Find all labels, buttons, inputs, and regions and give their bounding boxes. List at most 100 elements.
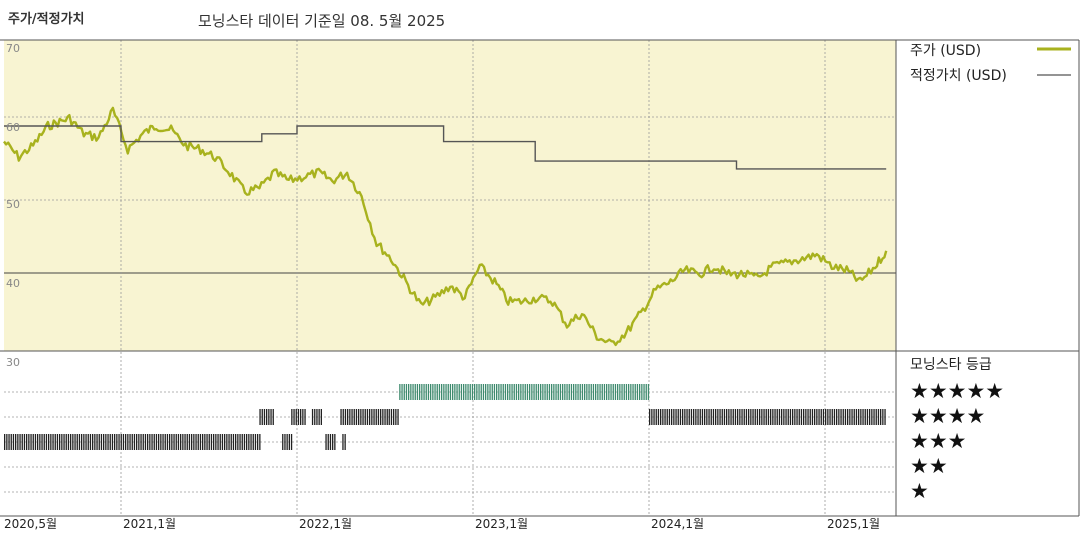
rating-tick xyxy=(355,409,358,425)
rating-tick xyxy=(261,409,263,425)
rating-tick xyxy=(715,409,717,425)
rating-tick xyxy=(522,384,524,400)
rating-tick xyxy=(369,409,371,425)
rating-tick xyxy=(588,384,590,400)
rating-tick xyxy=(96,434,98,450)
rating-tick xyxy=(684,409,686,425)
rating-tick xyxy=(833,409,836,425)
rating-tick xyxy=(568,384,570,400)
rating-tick xyxy=(763,409,765,425)
rating-tick xyxy=(401,384,403,400)
rating-tick xyxy=(325,434,327,450)
rating-tick xyxy=(342,434,344,450)
rating-tick xyxy=(502,384,504,400)
rating-tick xyxy=(291,409,293,425)
rating-tick xyxy=(226,434,228,450)
rating-tick xyxy=(641,384,643,400)
x-tick-label: 2020,5월 xyxy=(4,517,57,531)
rating-tick xyxy=(668,409,671,425)
rating-tick xyxy=(693,409,695,425)
rating-tick xyxy=(449,384,452,400)
rating-tick xyxy=(375,409,377,425)
rating-tick xyxy=(151,434,153,450)
rating-tick xyxy=(785,409,787,425)
rating-tick xyxy=(838,409,840,425)
rating-tick xyxy=(515,384,518,400)
rating-tick xyxy=(193,434,195,450)
rating-tick xyxy=(759,409,761,425)
rating-period-4-star xyxy=(259,409,274,425)
rating-tick xyxy=(443,384,445,400)
rating-tick xyxy=(342,409,344,425)
rating-tick xyxy=(581,384,584,400)
rating-tick xyxy=(131,434,133,450)
rating-tick xyxy=(474,384,476,400)
rating-tick xyxy=(246,434,248,450)
rating-tick xyxy=(610,384,612,400)
rating-tick xyxy=(195,434,197,450)
rating-tick xyxy=(608,384,610,400)
rating-tick xyxy=(63,434,65,450)
rating-tick xyxy=(284,434,286,450)
rating-tick xyxy=(487,384,489,400)
rating-tick xyxy=(533,384,535,400)
rating-tick xyxy=(463,384,465,400)
rating-tick xyxy=(811,409,814,425)
rating-tick xyxy=(257,434,259,450)
rating-tick xyxy=(688,409,690,425)
rating-tick xyxy=(384,409,386,425)
rating-tick xyxy=(509,384,511,400)
rating-tick xyxy=(259,409,261,425)
rating-tick xyxy=(875,409,877,425)
rating-tick xyxy=(860,409,862,425)
rating-tick xyxy=(164,434,166,450)
rating-tick xyxy=(30,434,32,450)
rating-tick xyxy=(469,384,471,400)
rating-tick xyxy=(562,384,564,400)
rating-tick xyxy=(614,384,617,400)
rating-tick xyxy=(421,384,423,400)
rating-tick xyxy=(489,384,491,400)
rating-tick xyxy=(842,409,844,425)
rating-tick xyxy=(551,384,553,400)
rating-tick xyxy=(304,409,306,425)
rating-period-5-star xyxy=(399,384,650,400)
rating-tick xyxy=(524,384,526,400)
legend-fair-label: 적정가치 (USD) xyxy=(910,68,1007,84)
rating-tick xyxy=(708,409,710,425)
rating-tick xyxy=(12,434,15,450)
rating-tick xyxy=(675,409,677,425)
rating-tick xyxy=(882,409,884,425)
rating-tick xyxy=(215,434,217,450)
rating-tick xyxy=(81,434,83,450)
rating-tick xyxy=(188,434,191,450)
rating-tick xyxy=(32,434,34,450)
rating-tick xyxy=(87,434,89,450)
rating-tick xyxy=(302,409,304,425)
rating-tick xyxy=(235,434,237,450)
legend-price-label: 주가 (USD) xyxy=(910,43,981,59)
rating-row-3-stars: ★★★ xyxy=(910,429,966,453)
rating-tick xyxy=(54,434,56,450)
rating-tick xyxy=(853,409,855,425)
rating-period-4-star xyxy=(291,409,306,425)
rating-tick xyxy=(686,409,688,425)
x-tick-label: 2021,1월 xyxy=(123,517,176,531)
rating-tick xyxy=(386,409,388,425)
rating-tick xyxy=(647,384,650,400)
rating-tick xyxy=(456,384,458,400)
rating-tick xyxy=(754,409,756,425)
rating-tick xyxy=(500,384,502,400)
rating-tick xyxy=(10,434,12,450)
rating-tick xyxy=(452,384,454,400)
rating-tick xyxy=(871,409,873,425)
rating-tick xyxy=(142,434,144,450)
rating-tick xyxy=(382,409,384,425)
rating-tick xyxy=(149,434,151,450)
rating-tick xyxy=(579,384,581,400)
rating-tick xyxy=(851,409,853,425)
rating-tick xyxy=(67,434,70,450)
x-tick-label: 2023,1월 xyxy=(475,517,528,531)
rating-tick xyxy=(129,434,131,450)
rating-tick xyxy=(649,409,651,425)
